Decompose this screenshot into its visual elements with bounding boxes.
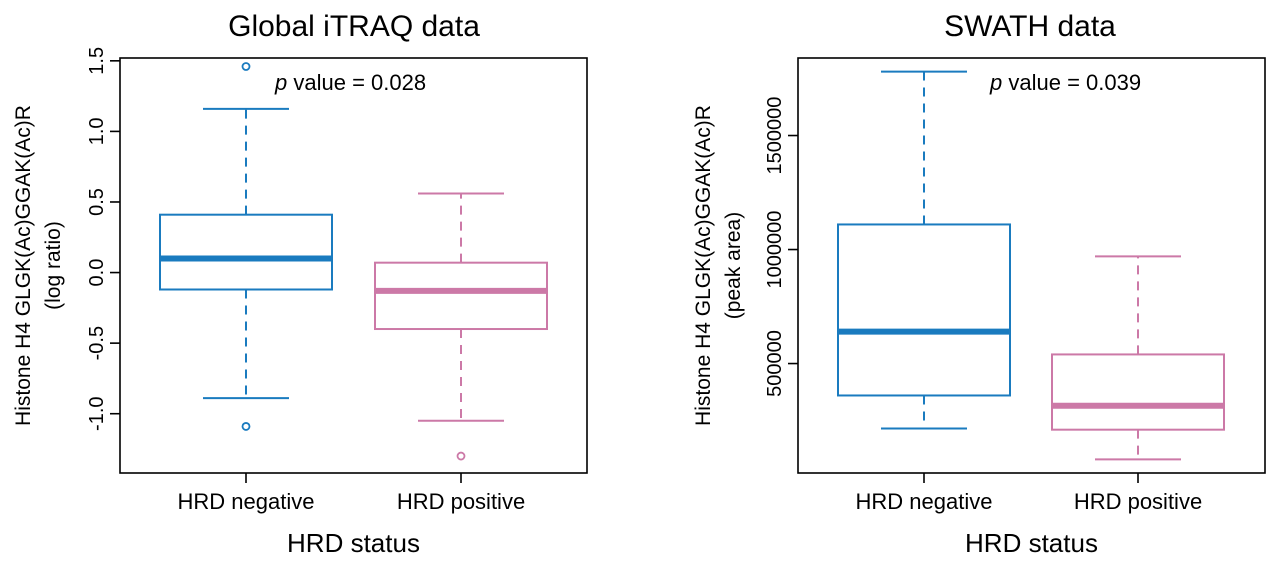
plot-frame (119, 57, 588, 474)
outlier-point (456, 451, 466, 461)
y-tick-label: 1500000 (764, 97, 786, 175)
y-axis-label-unit: (log ratio) (42, 221, 65, 310)
x-tick-label: HRD positive (1074, 489, 1202, 514)
interquartile-box (837, 223, 1011, 397)
chart-title: SWATH data (944, 10, 1116, 43)
y-tick-label: -0.5 (86, 326, 108, 360)
y-tick-label: 0.5 (86, 188, 108, 216)
chart-panel-1: Global iTRAQ data -1.0 -0.5 0.0 0.5 1.0 1.5 His… (12, 10, 588, 558)
p-value-symbol: p (274, 70, 287, 95)
chart-panel-2: SWATH data 500000 1000000 1500000 Histone H4… (692, 10, 1266, 558)
p-value-annotation: p value = 0.039 (989, 70, 1141, 95)
y-axis-label: Histone H4 GLGK(Ac)GGAK(Ac)R (692, 105, 715, 426)
y-tick-label: -1.0 (86, 396, 108, 430)
p-value-symbol: p (989, 70, 1002, 95)
interquartile-box (374, 261, 548, 331)
y-tick-label: 0.0 (86, 259, 108, 287)
x-axis-label: HRD status (287, 528, 420, 558)
box-hrd-positive (374, 192, 548, 461)
y-tick-label: 1.0 (86, 117, 108, 145)
box-hrd-positive (1051, 255, 1225, 461)
x-tick-label: HRD negative (178, 489, 315, 514)
x-tick-label: HRD negative (856, 489, 993, 514)
y-axis-label: Histone H4 GLGK(Ac)GGAK(Ac)R (12, 105, 35, 426)
y-tick-label: 1000000 (764, 211, 786, 289)
x-axis-label: HRD status (965, 528, 1098, 558)
y-axis-label-unit: (peak area) (722, 212, 745, 319)
y-tick-label: 500000 (764, 330, 786, 397)
x-tick-label: HRD positive (397, 489, 525, 514)
p-value-text: value = 0.039 (1002, 70, 1141, 95)
box-hrd-negative (159, 62, 333, 431)
box-hrd-negative (837, 70, 1011, 430)
outlier-point (241, 62, 251, 71)
chart-title: Global iTRAQ data (228, 10, 480, 43)
outlier-point (241, 422, 251, 431)
interquartile-box (159, 213, 333, 291)
p-value-text: value = 0.028 (287, 70, 426, 95)
p-value-annotation: p value = 0.028 (274, 70, 426, 95)
plot-frame (797, 57, 1266, 474)
interquartile-box (1051, 353, 1225, 431)
y-tick-label: 1.5 (86, 47, 108, 75)
